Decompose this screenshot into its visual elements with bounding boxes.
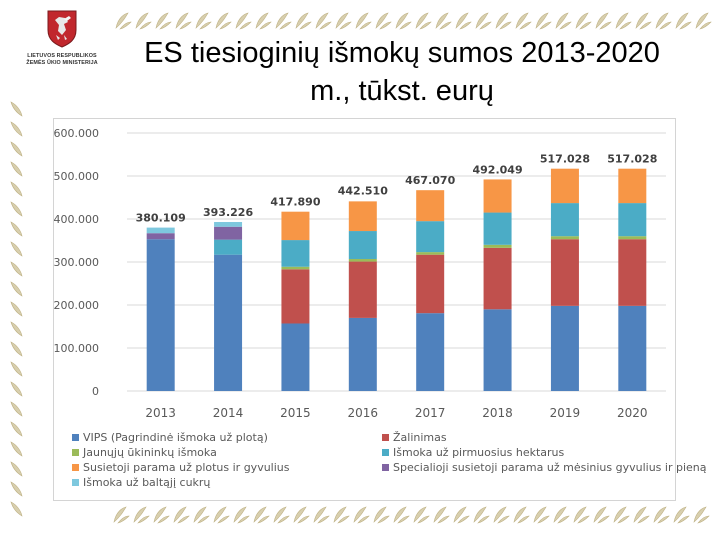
- legend-label: Specialioji susietoji parama už mėsinius…: [393, 461, 707, 474]
- bar-segment: [416, 221, 445, 253]
- bar-segment: [281, 211, 310, 241]
- y-tick-label: 500.000: [54, 170, 99, 183]
- x-tick-label: 2013: [145, 406, 176, 420]
- total-data-label: 442.510: [338, 185, 388, 198]
- legend-swatch: [72, 479, 79, 486]
- bar-segment: [348, 261, 377, 318]
- y-tick-label: 0: [92, 385, 99, 398]
- legend-item: Žalinimas: [382, 431, 447, 444]
- bar-segment: [281, 266, 310, 270]
- bar-segment: [618, 239, 647, 306]
- y-tick-label: 300.000: [54, 256, 99, 269]
- bar-segment: [348, 231, 377, 259]
- legend-item: Išmoka už pirmuosius hektarus: [382, 446, 564, 459]
- bar-segment: [618, 305, 647, 391]
- bar-segment: [483, 247, 512, 310]
- legend-item: VIPS (Pagrindinė išmoka už plotą): [72, 431, 268, 444]
- bar-segment: [416, 313, 445, 391]
- legend-swatch: [382, 449, 389, 456]
- bar-segment: [416, 190, 445, 222]
- total-data-label: 380.109: [136, 212, 186, 225]
- legend-item: Išmoka už baltąjį cukrų: [72, 476, 210, 489]
- bar-segment: [146, 227, 175, 234]
- bar-segment: [281, 240, 310, 267]
- x-tick-label: 2014: [213, 406, 244, 420]
- legend-label: Išmoka už baltąjį cukrų: [83, 476, 211, 489]
- x-tick-label: 2020: [617, 406, 648, 420]
- bar-segment: [550, 239, 579, 306]
- bar-segment: [416, 252, 445, 255]
- x-tick-label: 2015: [280, 406, 311, 420]
- y-tick-label: 400.000: [54, 213, 99, 226]
- logo-text-line1: LIETUVOS RESPUBLIKOS: [27, 53, 97, 59]
- title-line1: ES tiesioginių išmokų sumos 2013-2020: [144, 37, 660, 69]
- total-data-label: 467.070: [405, 174, 455, 187]
- total-data-label: 517.028: [607, 153, 657, 166]
- bar-segment: [281, 323, 310, 391]
- x-tick-label: 2018: [482, 406, 513, 420]
- legend-swatch: [382, 464, 389, 471]
- decorative-border-left: [10, 101, 23, 517]
- bar-segment: [416, 254, 445, 314]
- total-data-label: 492.049: [473, 163, 523, 176]
- coat-of-arms-icon: [47, 10, 77, 48]
- ministry-logo: LIETUVOS RESPUBLIKOS ŽEMĖS ŪKIO MINISTER…: [20, 8, 104, 74]
- legend-label: Žalinimas: [393, 431, 447, 444]
- bar-segment: [550, 168, 579, 204]
- bar-segment: [214, 222, 243, 227]
- stacked-bar-chart: 0 100.000 200.000 300.000 400.000 500.000 600.…: [54, 127, 666, 420]
- x-tick-label: 2016: [348, 406, 379, 420]
- chart-frame: 0 100.000 200.000 300.000 400.000 500.000 600.…: [53, 118, 676, 501]
- bar-segment: [214, 226, 243, 240]
- bar-segment: [281, 269, 310, 324]
- bar-segment: [550, 203, 579, 237]
- total-data-label: 517.028: [540, 153, 590, 166]
- y-tick-label: 600.000: [54, 127, 99, 140]
- legend-label: Jaunųjų ūkininkų išmoka: [83, 446, 217, 459]
- bar-segment: [146, 233, 175, 240]
- bar-segment: [483, 244, 512, 248]
- bar-segment: [618, 203, 647, 237]
- x-tick-label: 2017: [415, 406, 446, 420]
- legend-item: Specialioji susietoji parama už mėsinius…: [382, 461, 707, 474]
- legend-label: Susietoji parama už plotus ir gyvulius: [83, 461, 290, 474]
- total-data-label: 417.890: [270, 195, 320, 208]
- bar-segment: [348, 201, 377, 232]
- legend-swatch: [72, 464, 79, 471]
- bar-segment: [550, 305, 579, 391]
- legend-label: VIPS (Pagrindinė išmoka už plotą): [83, 431, 268, 444]
- bar-segment: [214, 254, 243, 391]
- bar-segment: [483, 309, 512, 391]
- title-line2: m., tūkst. eurų: [310, 75, 494, 107]
- logo-text-line2: ŽEMĖS ŪKIO MINISTERIJA: [26, 59, 98, 66]
- bar-segment: [214, 239, 243, 255]
- bar-segment: [618, 236, 647, 240]
- total-data-label: 393.226: [203, 206, 253, 219]
- y-tick-label: 200.000: [54, 299, 99, 312]
- y-tick-label: 100.000: [54, 342, 99, 355]
- page-title: ES tiesioginių išmokų sumos 2013-2020 m.…: [110, 34, 694, 110]
- legend-item: Jaunųjų ūkininkų išmoka: [72, 446, 217, 459]
- bar-segment: [483, 212, 512, 245]
- x-tick-label: 2019: [550, 406, 581, 420]
- legend-swatch: [72, 434, 79, 441]
- bar-segment: [550, 236, 579, 240]
- decorative-border-bottom: [113, 506, 710, 524]
- bar-segment: [483, 179, 512, 213]
- legend-swatch: [72, 449, 79, 456]
- bar-segment: [146, 239, 175, 391]
- decorative-border-top: [115, 12, 712, 30]
- legend-label: Išmoka už pirmuosius hektarus: [393, 446, 565, 459]
- legend-item: Susietoji parama už plotus ir gyvulius: [72, 461, 290, 474]
- bar-segment: [348, 317, 377, 391]
- bar-segment: [618, 168, 647, 204]
- bar-segment: [348, 258, 377, 262]
- legend-swatch: [382, 434, 389, 441]
